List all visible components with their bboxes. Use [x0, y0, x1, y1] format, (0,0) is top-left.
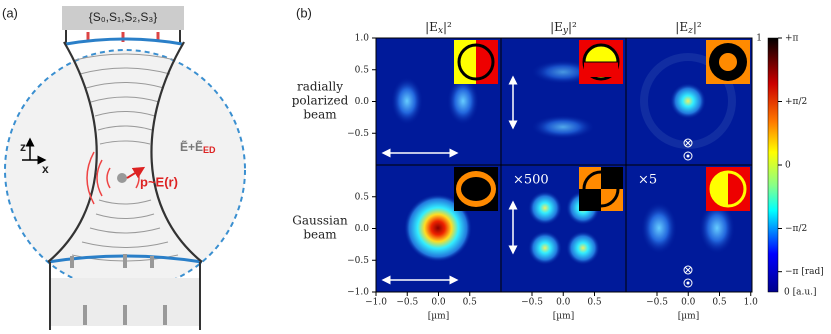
colorbar — [767, 37, 779, 293]
x-tick-label: −0.5 — [396, 298, 418, 308]
title-sub: y — [562, 26, 569, 36]
row-label: beam — [303, 108, 337, 122]
x-tick-label: 0.5 — [712, 298, 727, 308]
x-tick-label: −1.0 — [365, 298, 387, 308]
x-tick-label: 0.0 — [681, 298, 696, 308]
focus-circle — [4, 49, 246, 291]
x-unit: [µm] — [428, 312, 449, 322]
y-tick-label: 0.5 — [355, 192, 370, 202]
y-tick-label: −1.0 — [347, 288, 369, 298]
map-frame — [375, 37, 753, 293]
x-tick-label: −0.5 — [521, 298, 543, 308]
detector — [62, 6, 184, 30]
wavefronts — [71, 53, 179, 262]
scale-label: ×500 — [513, 173, 549, 188]
title-sub: z — [687, 26, 693, 36]
y-tick-label: 0.0 — [355, 224, 370, 234]
x-unit: [µm] — [553, 312, 574, 322]
column-title: |Ez|² — [675, 20, 702, 36]
colorbar-label: 0 [a.u.] — [784, 288, 817, 298]
column-title: |Ex|² — [425, 20, 452, 36]
title-sup: |² — [693, 20, 702, 34]
axis-x: x — [42, 162, 49, 176]
pol-arrows — [381, 75, 518, 285]
inset — [454, 167, 498, 211]
colorbar-label: +π — [785, 34, 799, 44]
dipole-label: p~E(r) — [140, 174, 178, 189]
x-tick-label: 0.0 — [556, 298, 571, 308]
inset — [454, 40, 498, 84]
y-tick-label: 1.0 — [355, 34, 370, 44]
out-of-plane-symbols — [683, 138, 693, 288]
row-label: radially — [297, 80, 343, 94]
inset — [579, 40, 623, 84]
in-arrows — [70, 254, 167, 325]
inset — [706, 167, 750, 211]
colorbar-label: +π/2 — [785, 97, 807, 107]
x-tick-label: 0.5 — [587, 298, 602, 308]
scale-label: ×5 — [638, 173, 657, 188]
x-unit: [µm] — [678, 312, 699, 322]
inset — [706, 40, 750, 84]
y-tick-label: 0.0 — [355, 97, 370, 107]
panel-a: (a) {S₀,S₁,S₂,S₃} p~E(r) Ẽ+ẼED z x — [2, 5, 246, 330]
row-label: beam — [303, 228, 337, 242]
title-sup: |² — [443, 20, 452, 34]
column-title: |Ey|² — [550, 20, 577, 36]
colorbar-label: −π [rad] — [785, 267, 824, 277]
x-tick-label: 0.5 — [463, 298, 478, 308]
title-base: |E — [550, 20, 563, 34]
title-base: |E — [425, 20, 438, 34]
panel-b: (b) ×500 ×5 — [296, 5, 779, 293]
axis-z: z — [20, 140, 26, 154]
field-text: Ẽ+Ẽ — [180, 139, 203, 154]
colorbar-label: −π/2 — [785, 224, 807, 234]
y-tick-label: −0.5 — [347, 256, 369, 266]
x-tick-label: 0.0 — [431, 298, 446, 308]
field-sub: ED — [203, 145, 216, 155]
dipole — [117, 173, 127, 183]
row-label: polarized — [292, 94, 349, 108]
field-label: Ẽ+ẼED — [180, 139, 216, 155]
title-sub: x — [438, 26, 443, 36]
panel-label: (b) — [296, 5, 312, 20]
stokes-label: {S₀,S₁,S₂,S₃} — [89, 10, 158, 24]
y-tick-label: −0.5 — [347, 129, 369, 139]
inset — [579, 167, 623, 211]
panel-label: (a) — [2, 5, 18, 20]
y-tick-label: 0.5 — [355, 65, 370, 75]
title-base: |E — [675, 20, 688, 34]
row-label: Gaussian — [292, 214, 348, 228]
colorbar-label: 0 — [785, 161, 791, 171]
colorbar-label: 1 — [756, 34, 762, 44]
labels: |Ex|² |Ey|² |Ez|²radiallypolarizedbeamGaus… — [292, 20, 824, 322]
x-tick-label: −0.5 — [646, 298, 668, 308]
title-sup: |² — [568, 20, 577, 34]
x-tick-label: 1.0 — [744, 298, 759, 308]
